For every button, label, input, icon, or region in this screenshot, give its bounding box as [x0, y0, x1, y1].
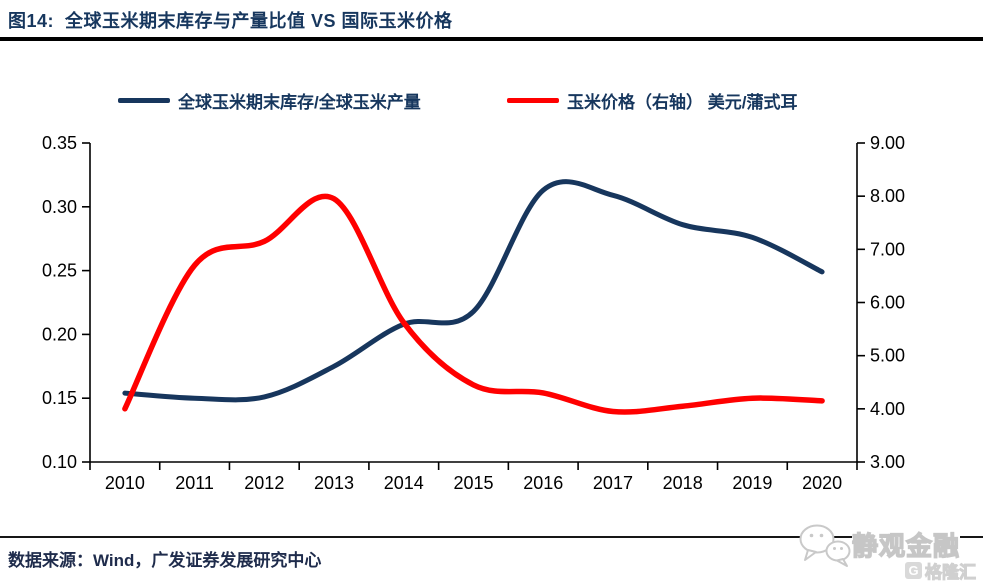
footer-divider — [0, 536, 983, 538]
wechat-icon — [799, 524, 851, 567]
y-axis-left-label: 0.35 — [42, 133, 77, 153]
chart-legend: 全球玉米期末库存/全球玉米产量 玉米价格（右轴） 美元/蒲式耳 — [0, 88, 983, 112]
x-axis-tick-label: 2015 — [453, 473, 493, 493]
site-watermark: G 格隆汇 — [905, 558, 977, 583]
x-axis-tick-label: 2017 — [593, 473, 633, 493]
y-axis-left-label: 0.30 — [42, 197, 77, 217]
brand-name: 静观金融 — [851, 526, 961, 563]
x-axis-tick-label: 2010 — [105, 473, 145, 493]
brand-watermark: 静观金融 G 格隆汇 — [790, 514, 983, 584]
x-axis-tick-label: 2014 — [384, 473, 424, 493]
y-axis-right-label: 8.00 — [870, 186, 905, 206]
y-axis-left-label: 0.15 — [42, 388, 77, 408]
x-axis-tick-label: 2012 — [244, 473, 284, 493]
site-name: 格隆汇 — [925, 563, 977, 583]
legend-swatch-price — [507, 97, 559, 103]
x-axis-tick-label: 2018 — [663, 473, 703, 493]
data-source: 数据来源：Wind，广发证券发展研究中心 — [8, 551, 322, 570]
legend-label-price: 玉米价格（右轴） 美元/蒲式耳 — [567, 92, 798, 112]
legend-item-price: 玉米价格（右轴） 美元/蒲式耳 — [507, 88, 797, 112]
x-axis-tick-label: 2019 — [732, 473, 772, 493]
legend-swatch-ratio — [118, 97, 170, 103]
x-axis-tick-label: 2013 — [314, 473, 354, 493]
legend-item-ratio: 全球玉米期末库存/全球玉米产量 — [118, 88, 421, 112]
price-line-series — [122, 193, 825, 415]
y-axis-right-label: 4.00 — [870, 399, 905, 419]
legend-label-ratio: 全球玉米期末库存/全球玉米产量 — [178, 92, 421, 112]
y-axis-right-label: 5.00 — [870, 346, 905, 366]
y-axis-right-label: 6.00 — [870, 293, 905, 313]
y-axis-left-label: 0.20 — [42, 324, 77, 344]
x-axis-tick-label: 2016 — [523, 473, 563, 493]
ratio-line-series — [122, 179, 825, 403]
y-axis-right-label: 3.00 — [870, 452, 905, 472]
title-divider — [0, 37, 983, 41]
y-axis-right-label: 7.00 — [870, 239, 905, 259]
site-logo-icon: G — [905, 562, 922, 579]
y-axis-left-label: 0.10 — [42, 452, 77, 472]
x-axis-tick-label: 2011 — [175, 473, 214, 493]
y-axis-right-label: 9.00 — [870, 133, 905, 153]
x-axis-tick-label: 2020 — [802, 473, 842, 493]
y-axis-left-label: 0.25 — [42, 261, 77, 281]
page-title: 图14: 全球玉米期末库存与产量比值 VS 国际玉米价格 — [8, 11, 453, 31]
